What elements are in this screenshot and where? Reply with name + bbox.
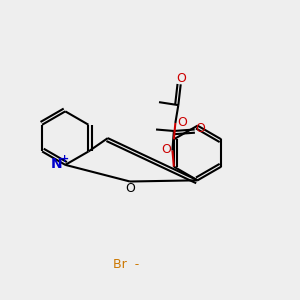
Text: O: O xyxy=(176,72,186,85)
Text: O: O xyxy=(126,182,136,194)
Text: Br  -: Br - xyxy=(113,258,139,271)
Text: O: O xyxy=(177,116,187,130)
Text: O: O xyxy=(161,143,171,156)
Text: N: N xyxy=(51,157,63,171)
Text: +: + xyxy=(60,154,69,164)
Text: O: O xyxy=(196,122,206,135)
